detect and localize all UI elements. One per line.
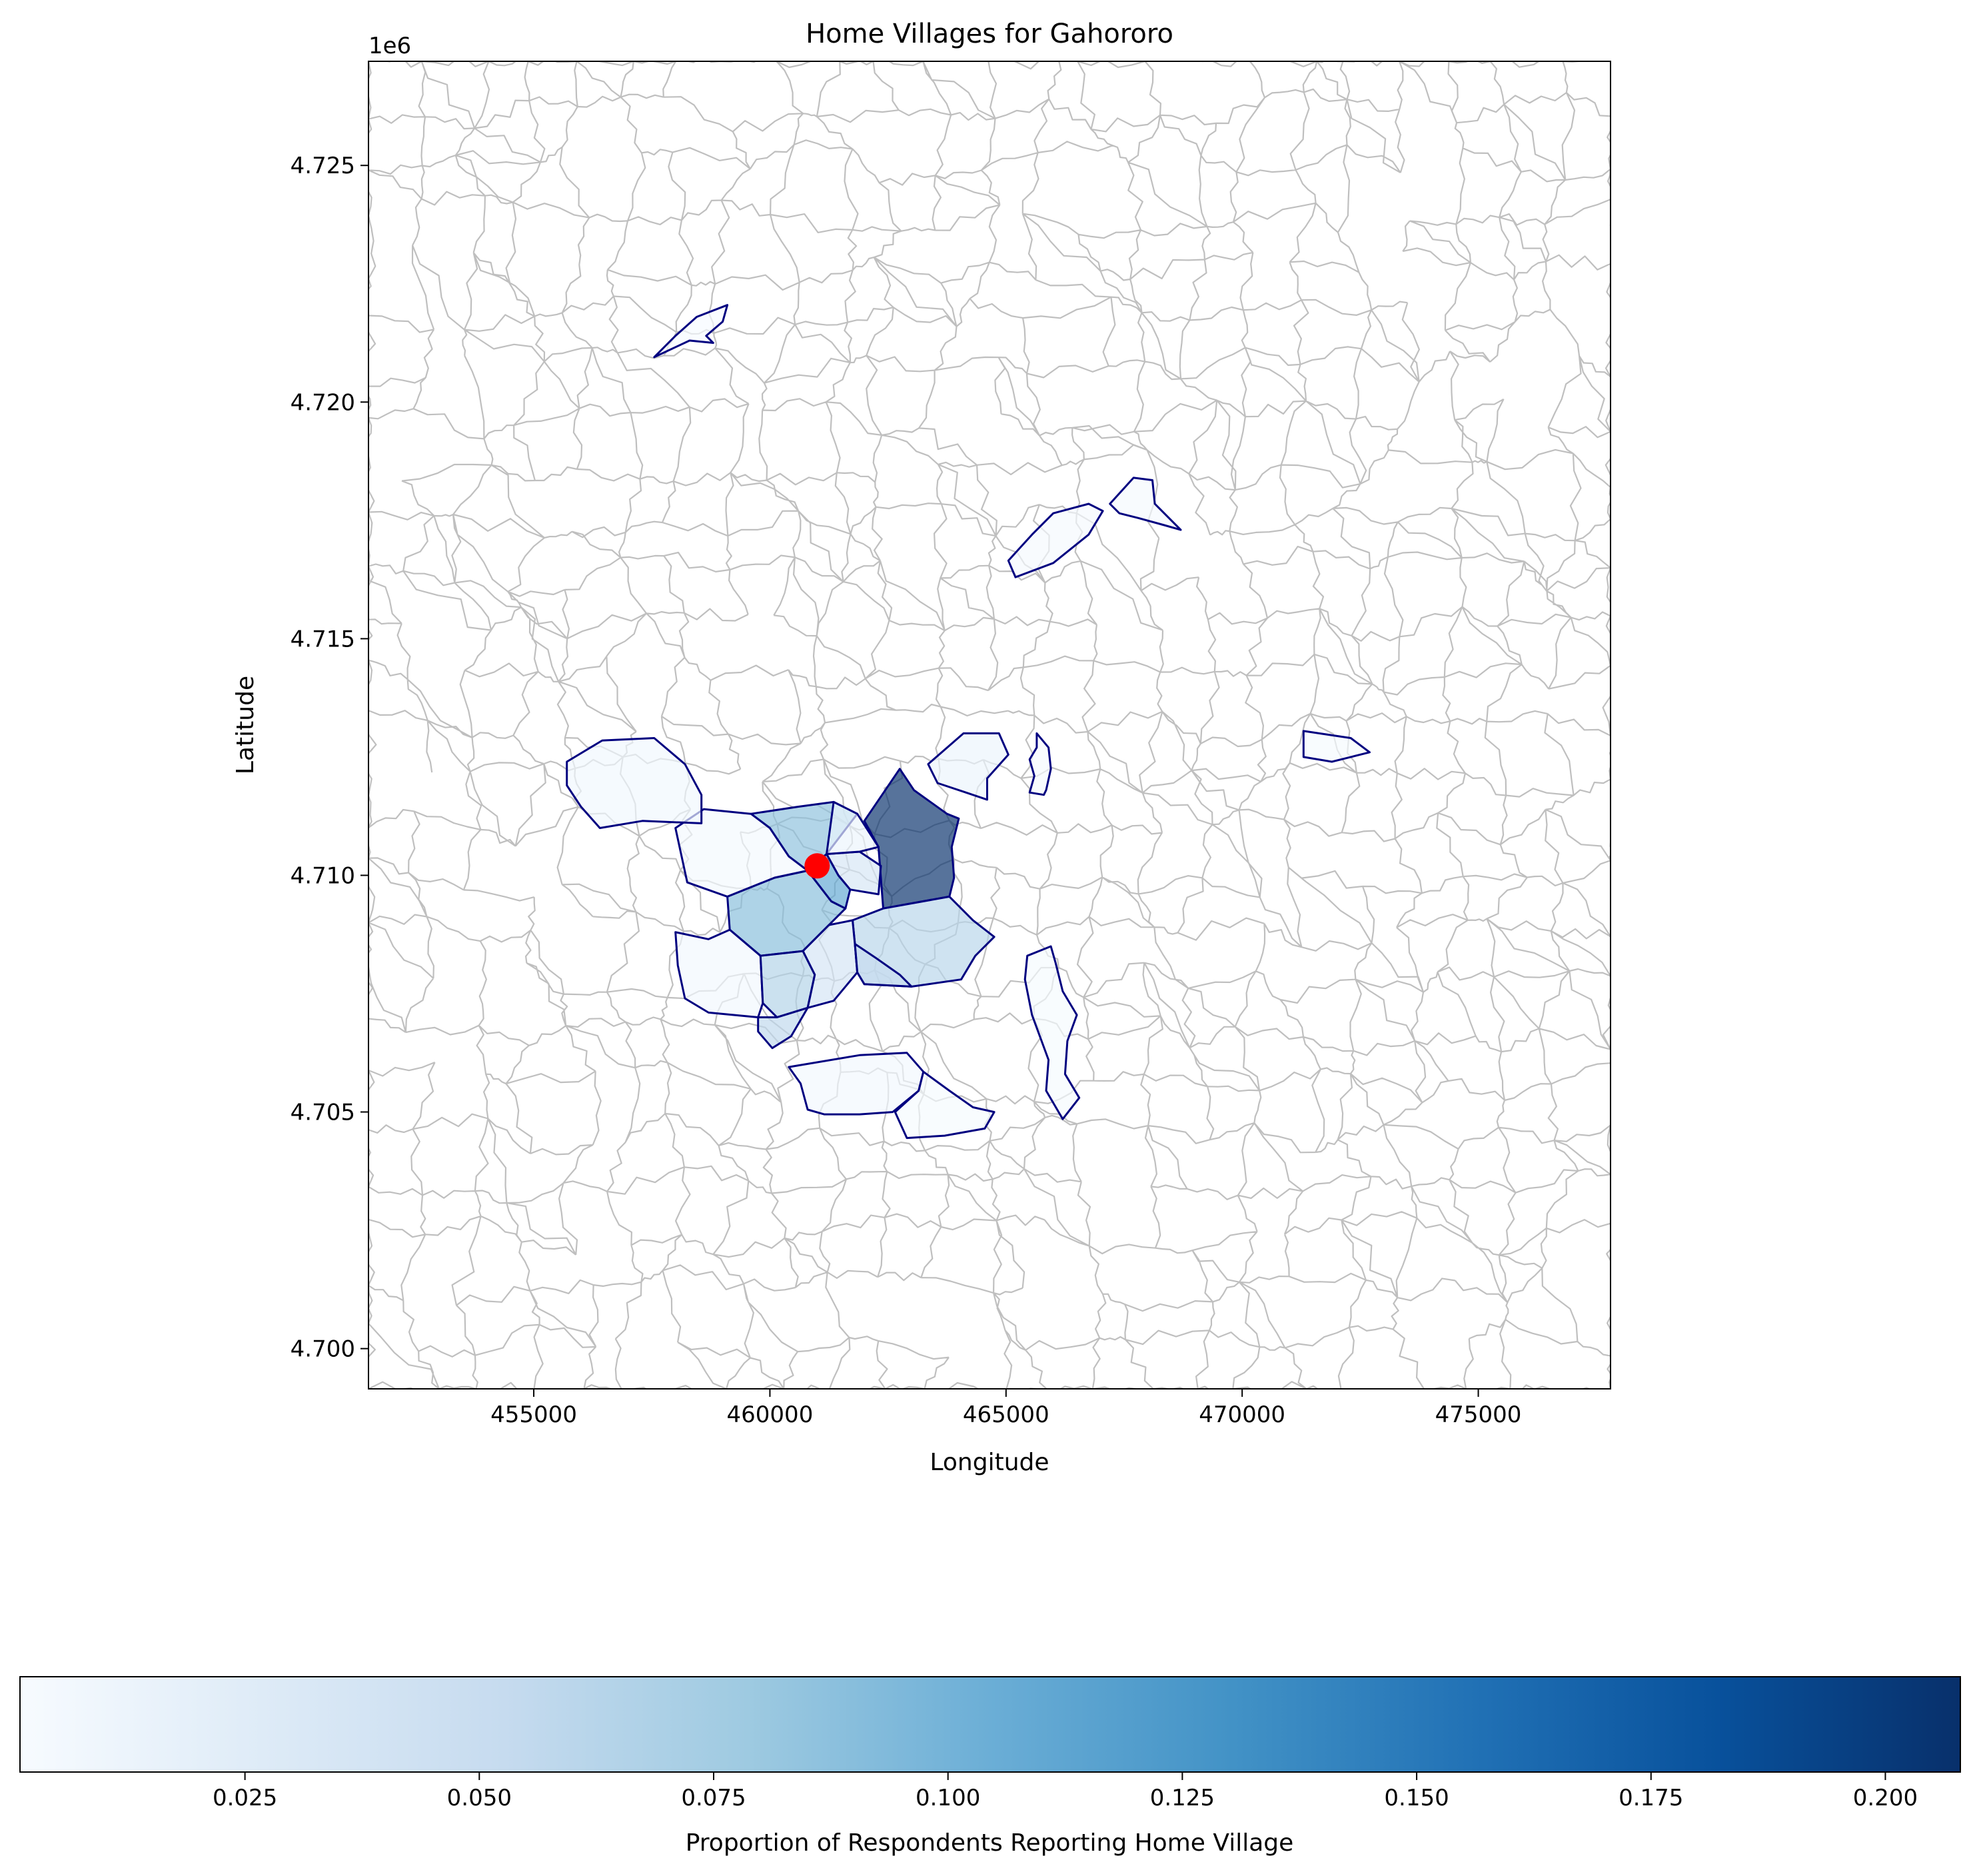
- y-tick-label: 4.710: [291, 862, 355, 889]
- y-tick-label: 4.725: [291, 153, 355, 179]
- home-village-region: [566, 737, 703, 829]
- y-tick-label: 4.700: [291, 1336, 355, 1363]
- x-tick-label: 465000: [963, 1402, 1049, 1428]
- home-village-region: [1109, 476, 1182, 531]
- gahororo-location-marker: [804, 853, 830, 879]
- x-tick-label: 455000: [490, 1402, 577, 1428]
- home-village-region: [1302, 730, 1371, 763]
- x-tick-label: 470000: [1199, 1402, 1285, 1428]
- y-tick-label: 4.715: [291, 626, 355, 652]
- home-village-region: [1023, 945, 1081, 1120]
- colorbar-ticks: 0.025 0.050 0.075 0.100 0.125 0.150 0.175 0.200: [213, 1772, 1918, 1811]
- home-village-region: [1028, 732, 1052, 796]
- x-axis-ticks: 455000 460000 465000 470000 475000: [490, 1389, 1521, 1428]
- colorbar-tick-label: 0.175: [1619, 1785, 1683, 1811]
- y-offset-label: 1e6: [368, 33, 411, 59]
- home-village-region: [854, 942, 913, 988]
- colorbar-label: Proportion of Respondents Reporting Home…: [686, 1829, 1294, 1857]
- chart-title: Home Villages for Gahororo: [806, 19, 1173, 49]
- x-tick-label: 460000: [727, 1402, 814, 1428]
- colorbar-gradient: [19, 1676, 1961, 1773]
- map-plot-area: 455000 460000 465000 470000 475000 4.7004.70…: [291, 61, 1611, 1428]
- colorbar-tick-label: 0.075: [681, 1785, 746, 1811]
- home-village-region: [674, 808, 809, 898]
- home-village-region: [757, 1006, 809, 1050]
- home-village-region: [1007, 502, 1104, 578]
- y-axis-label: Latitude: [232, 676, 259, 774]
- home-village-region: [674, 928, 764, 1018]
- colorbar-tick-label: 0.100: [916, 1785, 980, 1811]
- colorbar-tick-label: 0.025: [213, 1785, 277, 1811]
- y-tick-label: 4.705: [291, 1100, 355, 1126]
- home-village-regions: [566, 304, 1371, 1140]
- home-village-region: [826, 800, 880, 855]
- plot-frame: [368, 61, 1611, 1390]
- colorbar-tick-label: 0.150: [1384, 1785, 1449, 1811]
- home-village-region: [863, 768, 960, 910]
- colorbar-tick-label: 0.200: [1853, 1785, 1918, 1811]
- gahororo-marker-layer: [804, 853, 830, 879]
- home-village-region: [653, 304, 729, 359]
- home-village-region: [894, 1070, 995, 1140]
- y-tick-label: 4.720: [291, 389, 355, 416]
- x-tick-label: 475000: [1435, 1402, 1522, 1428]
- y-axis-ticks: 4.700 4.705 4.710 4.715 4.720 4.725: [291, 153, 368, 1363]
- home-village-region: [788, 1052, 925, 1116]
- home-village-region: [927, 732, 1009, 801]
- x-axis-label: Longitude: [930, 1449, 1049, 1476]
- colorbar-tick-label: 0.125: [1150, 1785, 1215, 1811]
- colorbar: 0.025 0.050 0.075 0.100 0.125 0.150 0.175 0.200…: [19, 1676, 1961, 1857]
- colorbar-tick-label: 0.050: [447, 1785, 512, 1811]
